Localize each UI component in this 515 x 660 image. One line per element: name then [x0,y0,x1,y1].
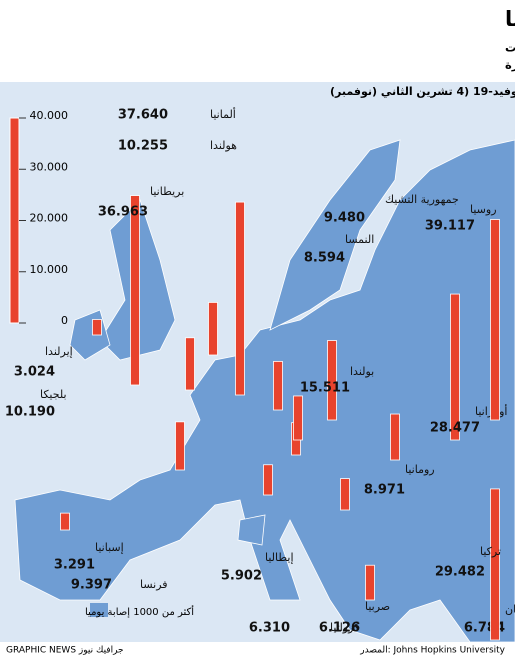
value-label: 8.594 [304,251,345,266]
bar [293,395,303,441]
country-name: ألمانيا [210,107,236,121]
country-name: كرواتيا [330,621,360,634]
y-tick-label: 20.000 [30,212,69,225]
country-name: إيطاليا [265,551,294,564]
value-label: 29.482 [435,565,485,580]
country-name: صربيا [365,600,390,613]
bar [340,478,350,511]
bar [208,302,218,356]
chart-title: العدد اليومي للإصابات بكوفيد-19 (4 تشرين… [330,85,515,98]
bar [92,319,102,336]
source: المصدر: Johns Hopkins University [359,646,505,656]
credit: GRAPHIC NEWS جرافيك نيوز [6,646,124,656]
bar [175,421,185,471]
country-name: تركيا [480,545,501,558]
bar [185,337,195,391]
country-name: إيرلندا [45,345,73,358]
value-label: 37.640 [118,108,168,123]
value-label: 6.310 [249,621,290,636]
country-name: بلجيكا [40,388,67,401]
bar [450,293,460,441]
title: عدد الإصابات بكوفيد يحطم الأرقام القياسي… [505,4,515,31]
country-name: جمهورية التشيك [385,193,459,206]
value-label: 3.291 [54,558,95,573]
country-name: فرنسا [140,578,168,591]
bar [60,512,70,531]
value-label: 39.117 [425,219,475,234]
value-label: 10.190 [5,405,55,420]
value-label: 5.902 [221,569,262,584]
legend-label: أكثر من 1000 إصابة يوميا [85,605,194,618]
country-name: إسبانيا [95,541,124,554]
value-label: 10.255 [118,139,168,154]
bar [235,201,245,396]
country-name: هولندا [210,139,237,152]
value-label: 8.971 [364,483,405,498]
value-label: 3.024 [14,365,55,380]
y-tick-label: 10.000 [30,263,69,276]
bar [490,488,500,641]
y-tick-label: 30.000 [30,160,69,173]
country-name: رومانيا [405,463,435,476]
bar [327,340,337,421]
country-name: اليونان [505,603,515,616]
subtitle: أوروبا أصبحت مجدداً "بؤرة" لجائحة كوفيد-… [505,39,515,56]
bar [273,361,283,411]
country-name: روسيا [470,203,497,216]
value-label: 36.963 [98,205,148,220]
legend-swatch [90,603,108,617]
scale-bar [9,117,20,324]
country-name: بولندا [350,365,374,378]
bar [263,464,273,496]
bar [130,195,140,386]
value-label: 9.397 [71,578,112,593]
value-label: 15.511 [300,381,350,396]
country-name: بريطانيا [150,185,184,198]
value-label: 28.477 [430,421,480,436]
country-name: النمسا [345,233,374,246]
bar [490,219,500,421]
y-tick-label: 0 [61,314,68,327]
value-label: 9.480 [324,211,365,226]
bar [365,564,375,601]
subtitle: منظمة الصحة العالمية، في ظل ارتفاع عدد ا… [505,57,515,72]
y-tick-label: 40.000 [30,109,69,122]
value-label: 6.126 [319,621,360,636]
bar [390,413,400,461]
